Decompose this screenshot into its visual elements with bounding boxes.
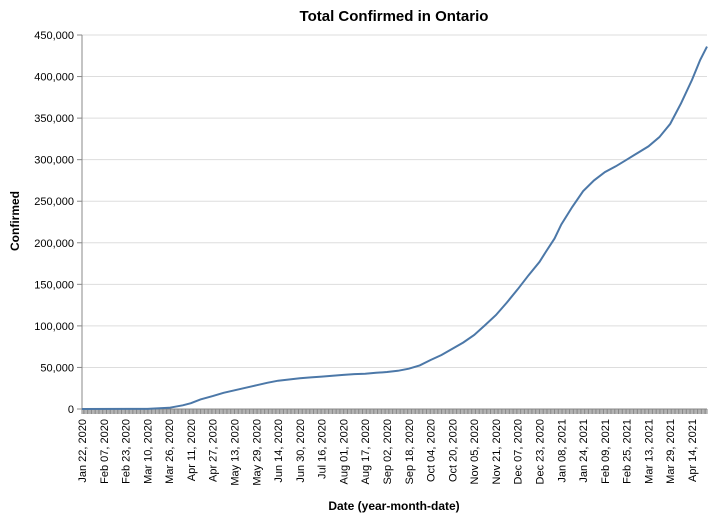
x-tick-label: Feb 23, 2020 xyxy=(121,419,133,484)
x-tick-label: Dec 23, 2020 xyxy=(535,419,547,484)
chart-title: Total Confirmed in Ontario xyxy=(300,8,489,25)
series-line xyxy=(81,46,708,410)
y-tick-label: 0 xyxy=(68,404,74,416)
plot-area xyxy=(81,46,708,410)
x-tick-label: Mar 29, 2021 xyxy=(665,419,677,484)
x-tick-label: Sep 02, 2020 xyxy=(382,419,394,484)
x-tick-label: Apr 11, 2020 xyxy=(186,419,198,481)
x-tick-label: Oct 20, 2020 xyxy=(447,419,459,482)
x-tick-label: Jul 16, 2020 xyxy=(317,419,329,479)
x-tick-label: Mar 10, 2020 xyxy=(142,419,154,484)
y-tick-label: 350,000 xyxy=(34,113,74,125)
x-tick-label: Mar 26, 2020 xyxy=(164,419,176,484)
y-tick-label: 300,000 xyxy=(34,155,74,167)
x-tick-label: Mar 13, 2021 xyxy=(643,419,655,484)
x-tick-label: Nov 05, 2020 xyxy=(469,419,481,484)
x-tick-label: Jun 14, 2020 xyxy=(273,419,285,483)
x-tick-label: Aug 01, 2020 xyxy=(338,419,350,484)
x-tick-label: Sep 18, 2020 xyxy=(404,419,416,484)
y-tick-label: 100,000 xyxy=(34,321,74,333)
x-tick-label: Feb 09, 2021 xyxy=(600,419,612,484)
x-tick-label: Jan 08, 2021 xyxy=(556,419,568,483)
x-tick-label: May 13, 2020 xyxy=(230,419,242,486)
y-axis-title: Confirmed xyxy=(8,191,22,251)
x-tick-label: Feb 25, 2021 xyxy=(622,419,634,484)
y-tick-label: 150,000 xyxy=(34,279,74,291)
x-tick-label: Feb 07, 2020 xyxy=(99,419,111,484)
x-tick-label: Oct 04, 2020 xyxy=(426,419,438,482)
x-tick-label: Nov 21, 2020 xyxy=(491,419,503,484)
x-axis-title: Date (year-month-date) xyxy=(328,499,459,513)
y-tick-label: 50,000 xyxy=(40,362,74,374)
y-axis: 0 50,000 100,000 150,000 200,000 250,000 300,0… xyxy=(34,30,83,416)
x-tick-label: Apr 27, 2020 xyxy=(208,419,220,482)
x-tick-label: Jan 24, 2021 xyxy=(578,419,590,483)
x-tick-label: May 29, 2020 xyxy=(251,419,263,486)
y-tick-label: 400,000 xyxy=(34,72,74,84)
y-tick-label: 450,000 xyxy=(34,30,74,42)
x-tick-label: Jun 30, 2020 xyxy=(295,419,307,483)
y-tick-label: 250,000 xyxy=(34,196,74,208)
x-tick-label: Dec 07, 2020 xyxy=(513,419,525,484)
grid xyxy=(82,34,707,410)
x-tick-label: Jan 22, 2020 xyxy=(77,419,89,483)
x-axis: Jan 22, 2020 Feb 07, 2020 Feb 23, 2020 Mar … xyxy=(77,408,708,486)
y-tick-label: 200,000 xyxy=(34,238,74,250)
x-tick-label: Aug 17, 2020 xyxy=(360,419,372,484)
x-tick-label: Apr 14, 2021 xyxy=(687,419,699,482)
